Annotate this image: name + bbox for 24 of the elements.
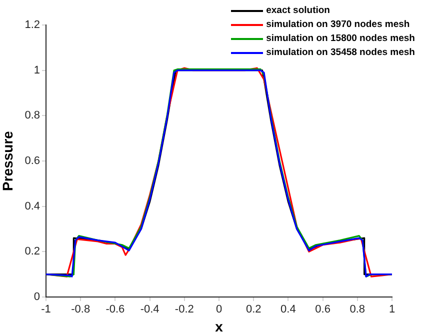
y-tick-label: 0.6 bbox=[24, 155, 40, 168]
x-tick-label: 1 bbox=[388, 304, 396, 316]
y-tick-label: 0 bbox=[34, 291, 40, 304]
x-tick-label: 0.8 bbox=[350, 304, 366, 316]
x-tick-label: -0.8 bbox=[71, 304, 90, 316]
legend-label: exact solution bbox=[266, 4, 330, 18]
y-tick-label: 0.2 bbox=[24, 246, 40, 258]
y-tick-label: 0.8 bbox=[24, 110, 40, 122]
legend-label: simulation on 3970 nodes mesh bbox=[266, 18, 410, 32]
legend-label: simulation on 15800 nodes mesh bbox=[266, 32, 415, 46]
x-tick-label: -1 bbox=[41, 304, 51, 316]
x-tick-label: 0.4 bbox=[280, 304, 296, 316]
x-tick-label: -0.4 bbox=[140, 304, 160, 316]
x-tick-label: 0.2 bbox=[246, 304, 262, 316]
x-axis-title: x bbox=[215, 318, 224, 334]
x-tick-label: -0.2 bbox=[174, 304, 194, 316]
y-tick-label: 1 bbox=[34, 64, 40, 76]
y-tick-label: 0.4 bbox=[24, 200, 40, 212]
legend-label: simulation on 35458 nodes mesh bbox=[266, 46, 415, 60]
y-axis-title: Pressure bbox=[0, 130, 16, 191]
x-tick-label: 0.6 bbox=[315, 304, 330, 316]
y-tick-label: 1.2 bbox=[24, 19, 40, 32]
x-tick-label: -0.6 bbox=[106, 304, 125, 316]
x-tick-label: 0 bbox=[216, 304, 222, 316]
